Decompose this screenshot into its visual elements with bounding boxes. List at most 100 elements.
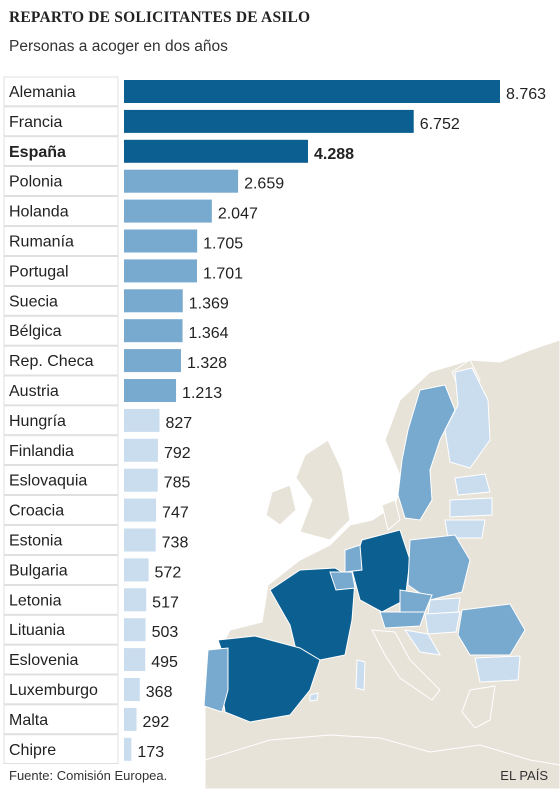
category-cell-austria: [3, 375, 119, 406]
value-label-polonia: 2.659: [244, 176, 284, 193]
map-hungary: [424, 611, 461, 635]
bar-francia: [124, 109, 414, 133]
value-label-malta: 292: [143, 714, 170, 731]
category-label-francia: Francia: [9, 114, 62, 131]
bar-suecia: [124, 289, 183, 313]
category-cell-croacia: [3, 495, 119, 525]
bar-austria: [124, 379, 177, 402]
category-cell-espana: [3, 136, 119, 167]
bar-holanda: [124, 199, 212, 223]
map-poland: [407, 534, 471, 601]
bar-chipre: [124, 737, 132, 761]
category-label-holanda: Holanda: [9, 204, 69, 221]
value-label-luxemburgo: 368: [146, 684, 173, 701]
value-label-eslovaquia: 785: [164, 475, 191, 492]
category-label-lituania: Lituania: [9, 622, 65, 639]
map-uk: [295, 439, 351, 541]
value-label-austria: 1.213: [182, 385, 222, 402]
category-cell-alemania: [3, 76, 119, 107]
category-label-luxemburgo: Luxemburgo: [9, 682, 98, 699]
source-note: Fuente: Comisión Europea.: [9, 768, 168, 783]
bar-rep-checa: [124, 349, 181, 373]
bar-finlandia: [124, 438, 158, 462]
category-cell-eslovaquia: [3, 465, 119, 495]
category-cell-rumania: [3, 226, 119, 256]
bar-lituania: [124, 618, 146, 642]
bar-letonia: [124, 588, 147, 612]
category-label-alemania: Alemania: [9, 84, 76, 101]
category-label-bulgaria: Bulgaria: [9, 562, 68, 579]
category-label-suecia: Suecia: [9, 293, 58, 310]
category-label-malta: Malta: [9, 712, 48, 729]
category-label-polonia: Polonia: [9, 174, 62, 191]
value-label-espana: 4.288: [314, 146, 354, 163]
map-croatia: [403, 629, 441, 656]
map-netherlands: [344, 544, 363, 573]
map-land-africa: [204, 734, 560, 789]
value-label-chipre: 173: [137, 744, 164, 761]
category-cell-bulgaria: [3, 555, 119, 585]
map-romania: [457, 603, 526, 656]
map-belgium: [329, 571, 356, 591]
map-estonia: [454, 473, 491, 496]
bar-estonia: [124, 528, 156, 552]
category-cell-eslovenia: [3, 644, 119, 675]
map-denmark: [381, 499, 401, 531]
bar-eslovenia: [124, 648, 146, 672]
value-label-portugal: 1.701: [203, 265, 243, 282]
bar-eslovaquia: [124, 468, 158, 492]
bar-rumania: [124, 229, 198, 253]
bar-alemania: [124, 80, 500, 103]
category-cell-letonia: [3, 584, 119, 615]
category-cell-suecia: [3, 285, 119, 316]
map-austria: [379, 611, 426, 629]
value-label-letonia: 517: [152, 594, 179, 611]
category-label-estonia: Estonia: [9, 533, 62, 550]
value-label-rumania: 1.705: [203, 236, 243, 253]
category-cell-lituania: [3, 614, 119, 645]
category-cell-portugal: [3, 256, 119, 286]
publisher-credit: EL PAÍS: [500, 768, 548, 783]
bar-croacia: [124, 498, 157, 522]
map-ireland: [265, 484, 297, 526]
map-lithuania: [444, 519, 486, 539]
bar-espana: [124, 139, 308, 163]
category-label-croacia: Croacia: [9, 503, 64, 520]
bar-hungria: [124, 408, 160, 432]
category-cell-belgica: [3, 315, 119, 346]
category-cell-malta: [3, 704, 119, 735]
category-cell-finlandia: [3, 435, 119, 465]
value-label-finlandia: 792: [164, 445, 191, 462]
map-portugal: [203, 647, 229, 713]
value-label-eslovenia: 495: [151, 654, 178, 671]
category-label-hungria: Hungría: [9, 413, 66, 430]
map-latvia: [449, 497, 493, 518]
category-cell-holanda: [3, 196, 119, 226]
map-bulgaria: [474, 655, 521, 683]
map-france: [269, 567, 356, 661]
value-label-rep-checa: 1.328: [187, 355, 227, 372]
category-label-belgica: Bélgica: [9, 323, 62, 340]
category-label-eslovenia: Eslovenia: [9, 652, 78, 669]
value-label-holanda: 2.047: [218, 206, 258, 223]
chart-title: REPARTO DE SOLICITANTES DE ASILO: [9, 9, 311, 26]
map-greece: [461, 685, 496, 729]
map-finland: [444, 367, 491, 469]
map-islands: [309, 659, 366, 702]
category-cell-luxemburgo: [3, 674, 119, 705]
value-label-estonia: 738: [162, 535, 189, 552]
value-label-belgica: 1.364: [189, 325, 229, 342]
category-cell-rep-checa: [3, 345, 119, 376]
category-label-finlandia: Finlandia: [9, 443, 74, 460]
chart-subtitle: Personas a acoger en dos años: [9, 38, 228, 55]
map-germany: [351, 529, 411, 613]
value-label-lituania: 503: [152, 624, 179, 641]
category-label-rep-checa: Rep. Checa: [9, 353, 94, 370]
category-cell-chipre: [3, 734, 119, 764]
value-label-francia: 6.752: [420, 116, 460, 133]
category-label-portugal: Portugal: [9, 263, 69, 280]
bar-malta: [124, 707, 137, 731]
value-label-croacia: 747: [162, 505, 189, 522]
